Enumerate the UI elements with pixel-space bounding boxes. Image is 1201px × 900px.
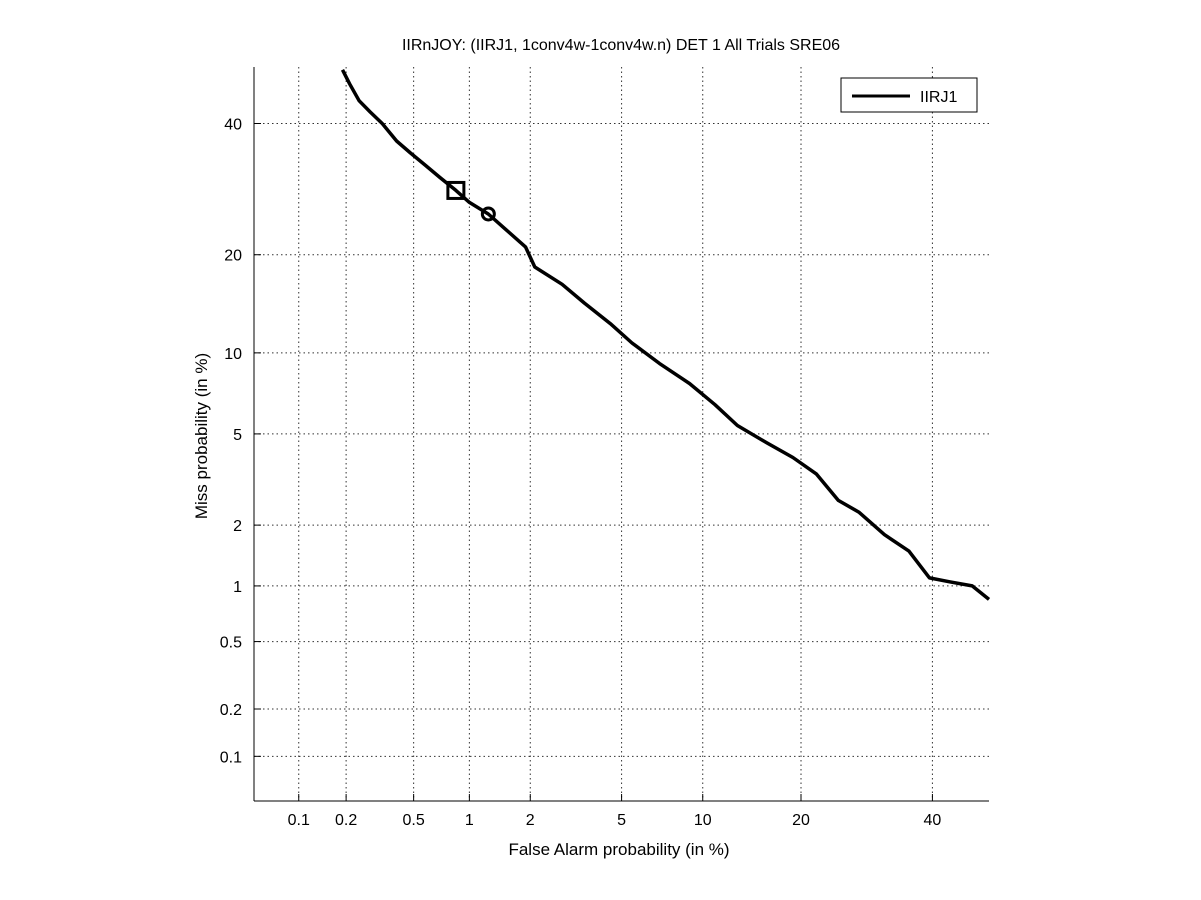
y-tick-label: 0.5 — [220, 635, 242, 652]
series-layer — [340, 69, 991, 601]
x-tick-label: 40 — [924, 812, 942, 829]
square-marker — [446, 180, 466, 200]
y-axis-label: Miss probability (in %) — [192, 353, 211, 519]
circle-marker — [480, 206, 496, 222]
legend-label: IIRJ1 — [920, 89, 957, 106]
x-axis-ticks: 0.1 0.2 0.5 1 2 5 10 20 40 — [288, 794, 942, 829]
y-tick-label: 5 — [233, 427, 242, 444]
y-tick-label: 2 — [233, 518, 242, 535]
marker-layer — [446, 180, 496, 222]
grid-lines — [254, 67, 989, 801]
x-tick-label: 20 — [792, 812, 810, 829]
chart-title: IIRnJOY: (IIRJ1, 1conv4w-1conv4w.n) DET … — [402, 37, 840, 54]
y-tick-label: 40 — [224, 117, 242, 134]
y-tick-label: 1 — [233, 579, 242, 596]
x-tick-label: 5 — [617, 812, 626, 829]
y-tick-label: 20 — [224, 248, 242, 265]
legend: IIRJ1 — [840, 77, 978, 113]
y-tick-label: 0.1 — [220, 749, 242, 766]
y-tick-label: 0.2 — [220, 702, 242, 719]
x-tick-label: 10 — [694, 812, 712, 829]
x-tick-label: 0.1 — [288, 812, 310, 829]
x-tick-label: 2 — [526, 812, 535, 829]
y-axis-ticks: 0.1 0.2 0.5 1 2 5 10 20 40 — [220, 117, 261, 766]
x-tick-label: 0.2 — [335, 812, 357, 829]
y-tick-label: 10 — [224, 346, 242, 363]
det-curve-IIRJ1 — [340, 69, 991, 601]
x-axis-label: False Alarm probability (in %) — [508, 840, 729, 859]
x-tick-label: 1 — [465, 812, 474, 829]
x-tick-label: 0.5 — [403, 812, 425, 829]
